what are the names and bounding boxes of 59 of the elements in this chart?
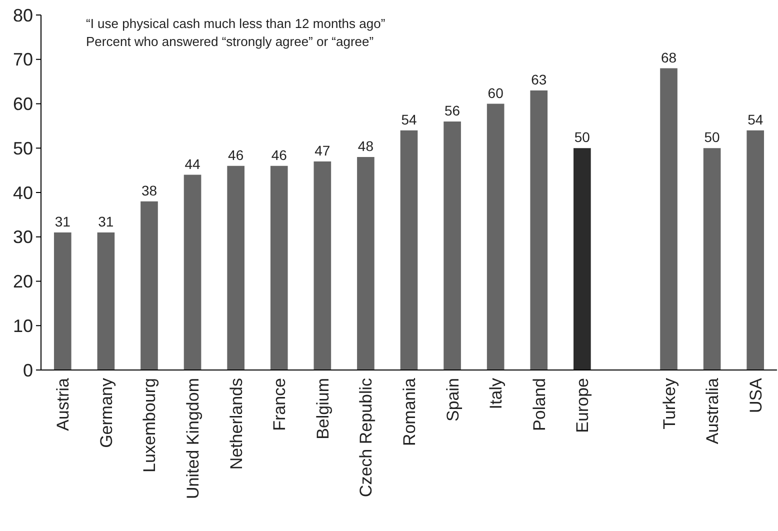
- x-tick-label: Luxembourg: [140, 378, 160, 473]
- bar: [703, 148, 721, 370]
- data-label: 47: [314, 142, 330, 158]
- x-tick-label: Turkey: [660, 378, 679, 430]
- data-label: 46: [228, 146, 244, 163]
- bar: [227, 166, 244, 370]
- x-tick-label: Italy: [486, 378, 506, 410]
- y-tick-label: 70: [12, 50, 33, 70]
- data-label: 54: [401, 111, 417, 128]
- bar: [184, 174, 202, 370]
- y-tick-label: 40: [12, 182, 33, 203]
- text: Percent who answered “strongly agree” or “agree”: [86, 34, 374, 49]
- data-label: 60: [488, 84, 504, 101]
- data-label: 68: [660, 49, 677, 66]
- x-tick-label: Austria: [54, 377, 73, 431]
- data-label: 44: [184, 156, 201, 172]
- x-tick-label: Germany: [96, 378, 116, 448]
- data-label: 54: [748, 111, 764, 128]
- x-tick-label: Europe: [573, 378, 592, 433]
- x-tick-label: Belgium: [313, 378, 332, 440]
- bar: [140, 201, 158, 370]
- data-label: 48: [358, 138, 374, 154]
- data-label: 46: [271, 146, 288, 163]
- x-tick-label: Netherlands: [226, 378, 246, 470]
- x-tick-label: Romania: [400, 377, 419, 446]
- data-label: 50: [574, 129, 590, 146]
- x-tick-label: Australia: [703, 377, 722, 444]
- data-label: 56: [444, 102, 460, 118]
- bar: [530, 90, 548, 370]
- y-tick-label: 30: [12, 227, 33, 248]
- bar: [746, 130, 764, 370]
- x-tick-label: France: [270, 378, 290, 431]
- bar: [660, 68, 678, 370]
- bar: [54, 232, 72, 370]
- data-label: 50: [704, 129, 720, 146]
- y-tick-label: 20: [12, 272, 33, 292]
- data-label: 31: [98, 213, 114, 230]
- bar: [314, 161, 332, 370]
- bar: [357, 157, 374, 370]
- x-tick-label: USA: [746, 377, 766, 413]
- x-tick-label: Spain: [443, 378, 462, 422]
- y-tick-label: 50: [12, 138, 33, 158]
- bar: [270, 166, 288, 370]
- data-label: 63: [531, 71, 547, 88]
- x-tick-label: United Kingdom: [184, 378, 203, 499]
- y-tick-label: 0: [22, 360, 33, 380]
- y-tick-label: 10: [12, 316, 33, 336]
- chart-title: “I use physical cash much less than 12 months ago”: [86, 16, 386, 31]
- bar: [486, 104, 504, 370]
- bar: [400, 130, 418, 370]
- data-label: 38: [141, 182, 158, 198]
- y-tick-label: 80: [12, 5, 33, 26]
- bar: [444, 122, 461, 370]
- y-tick-label: 60: [12, 94, 33, 114]
- x-tick-label: Czech Republic: [356, 378, 376, 498]
- data-label: 31: [54, 213, 71, 230]
- x-tick-label: Poland: [530, 378, 549, 431]
- bar: [574, 148, 591, 370]
- bar: [97, 232, 115, 370]
